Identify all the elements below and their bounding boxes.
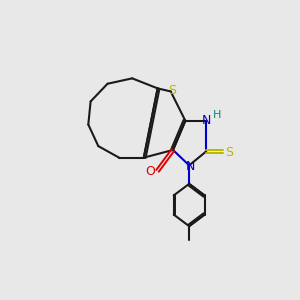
Text: N: N [202,114,212,127]
Text: N: N [186,160,195,172]
Text: S: S [168,84,176,97]
Text: S: S [225,146,233,159]
Text: O: O [146,165,156,178]
Text: H: H [213,110,221,119]
